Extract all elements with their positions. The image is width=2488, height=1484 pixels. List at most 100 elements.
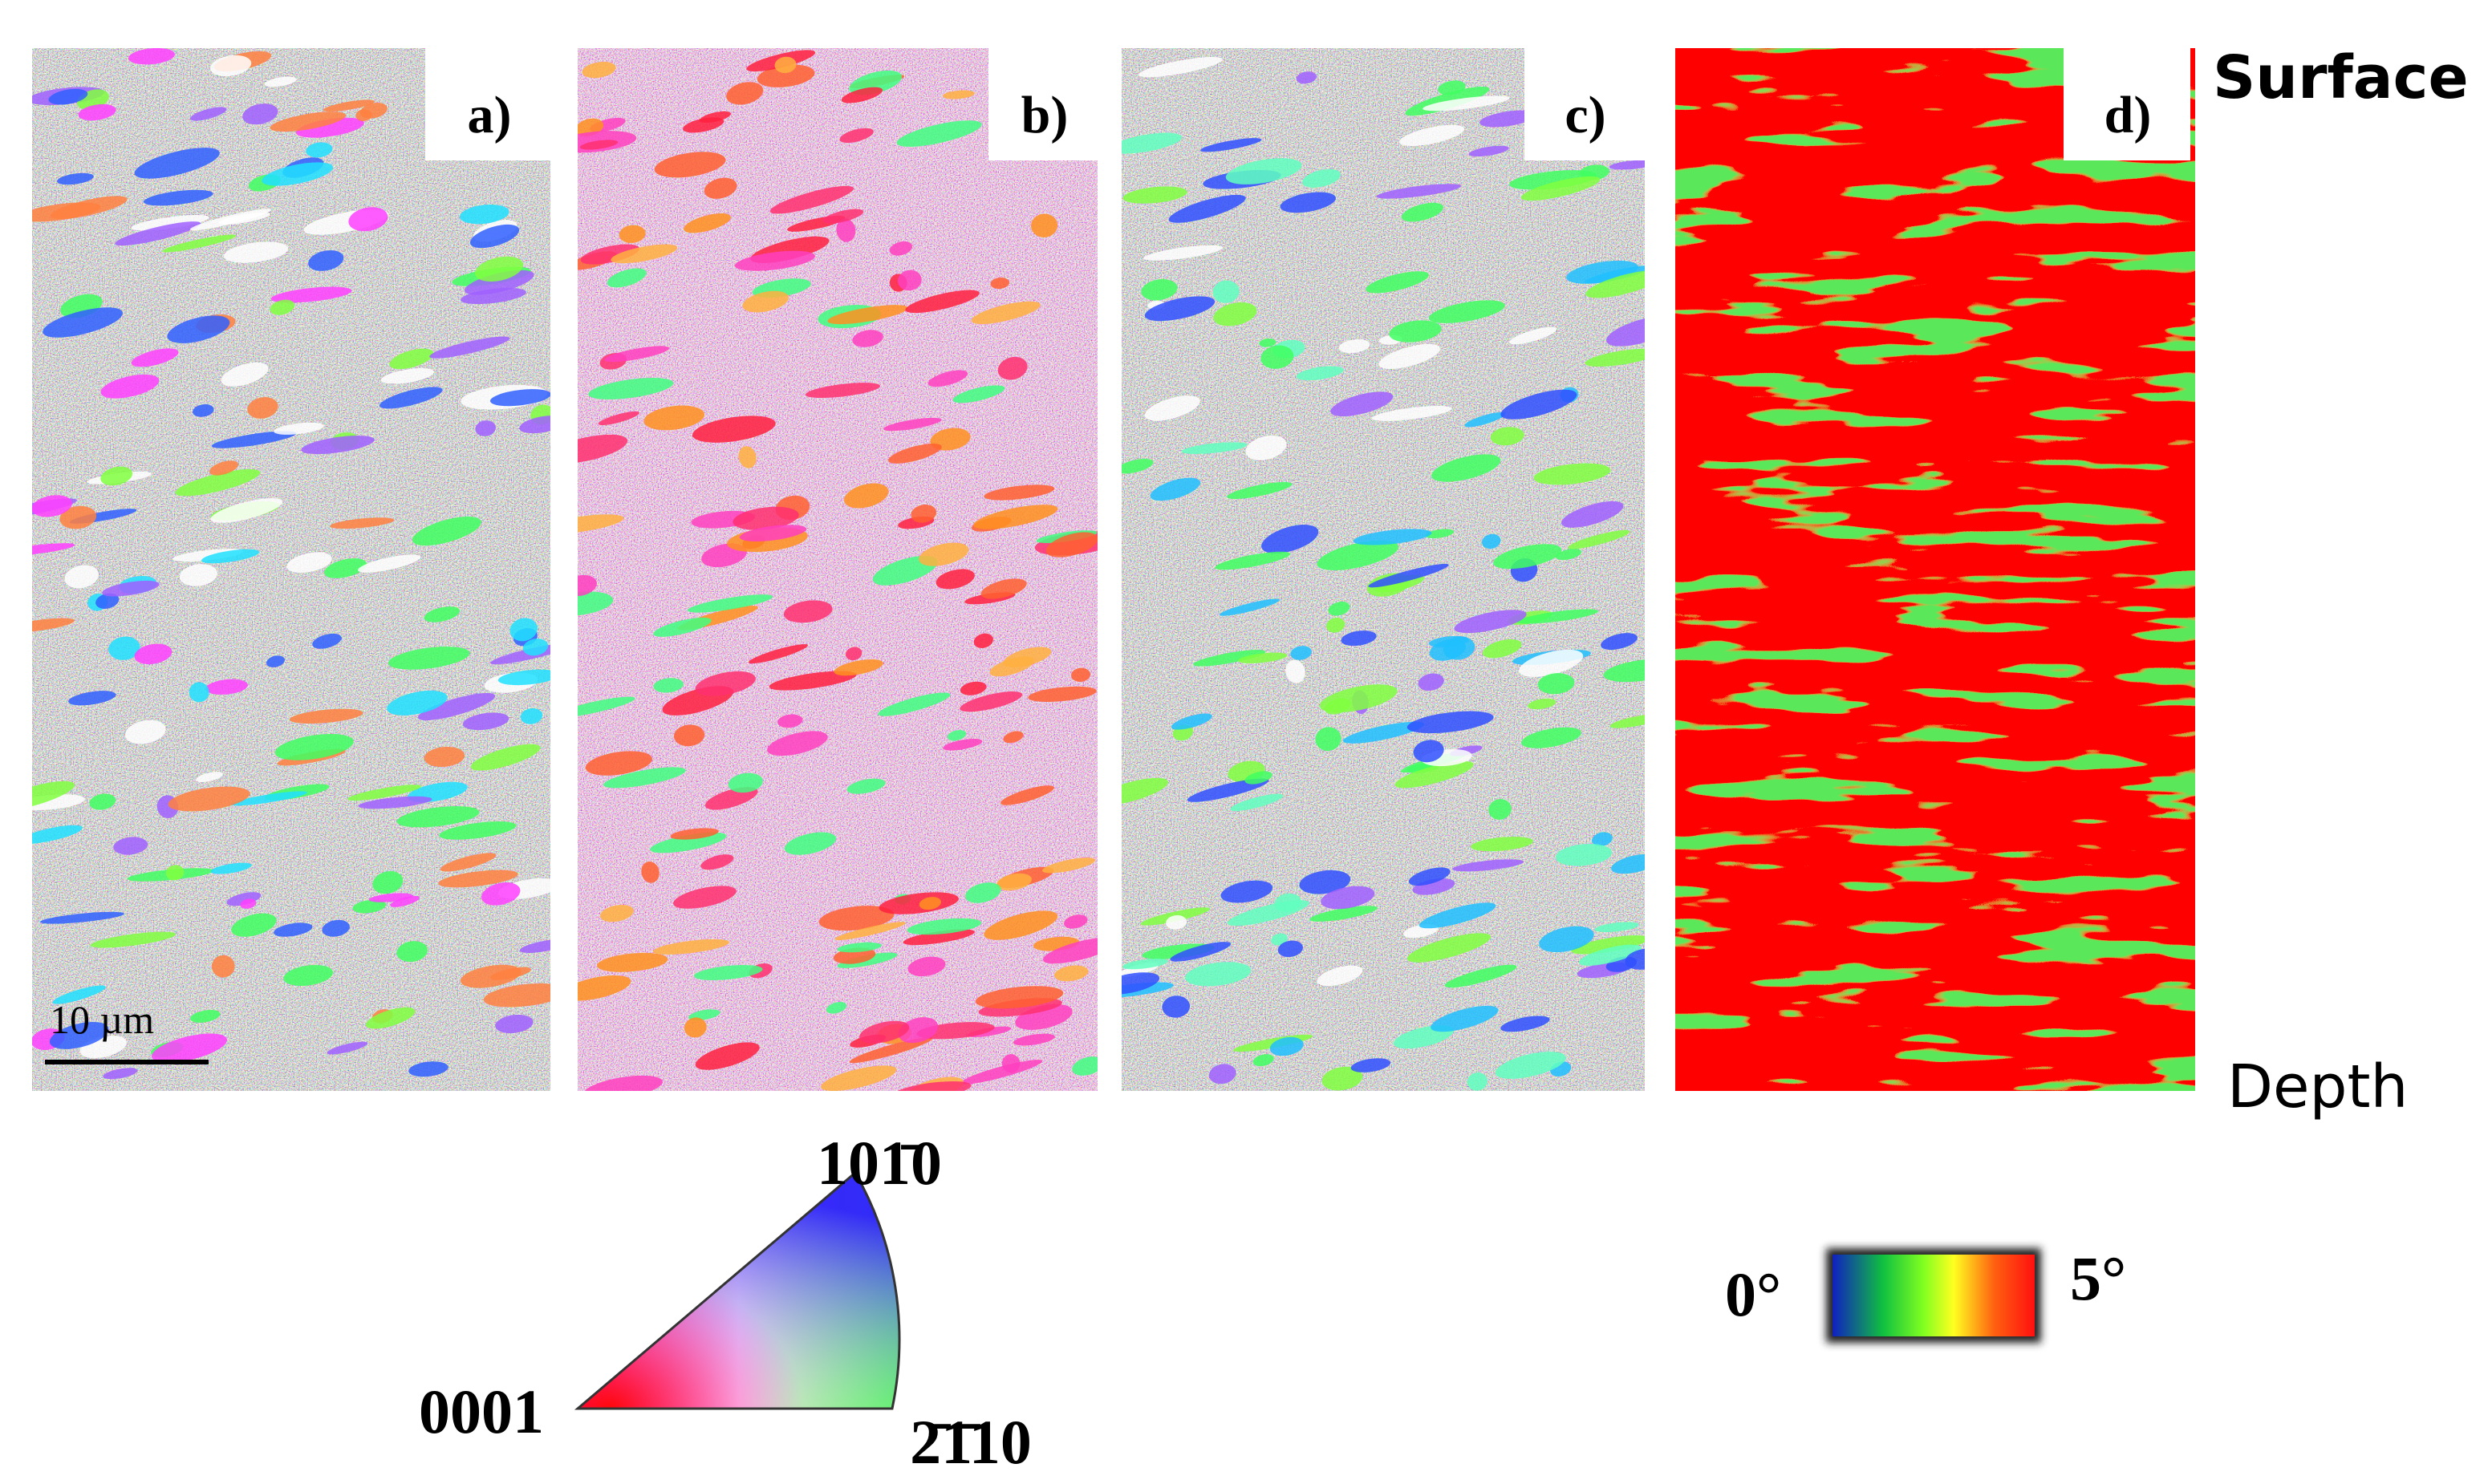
grain bbox=[738, 446, 757, 468]
grain bbox=[412, 517, 481, 546]
grain bbox=[996, 873, 1032, 891]
grain bbox=[1423, 95, 1510, 112]
grain bbox=[578, 514, 624, 534]
grain bbox=[193, 404, 214, 417]
grain bbox=[943, 738, 983, 751]
grain bbox=[372, 870, 404, 894]
grain-group bbox=[32, 48, 550, 1080]
surface-label: Surface bbox=[2213, 43, 2469, 112]
grain bbox=[322, 919, 350, 937]
grain bbox=[827, 305, 908, 325]
grain bbox=[684, 1017, 707, 1038]
grain bbox=[1220, 880, 1273, 903]
grain bbox=[175, 468, 261, 497]
scale-bar-label: 10 µm bbox=[50, 997, 154, 1042]
grain bbox=[1413, 740, 1444, 763]
grain bbox=[1141, 279, 1178, 301]
grain bbox=[1245, 435, 1287, 460]
grain bbox=[162, 234, 237, 253]
grain bbox=[879, 892, 959, 914]
grain bbox=[389, 348, 434, 370]
grain bbox=[971, 301, 1041, 324]
grain-group bbox=[578, 50, 1098, 1091]
grain bbox=[242, 103, 278, 125]
grain bbox=[1342, 721, 1425, 744]
grain bbox=[1579, 164, 1609, 180]
grain bbox=[1315, 727, 1341, 752]
grain bbox=[836, 218, 856, 242]
grain bbox=[379, 387, 443, 409]
grain bbox=[1138, 57, 1223, 78]
grain bbox=[818, 906, 895, 931]
grain bbox=[1072, 1056, 1098, 1076]
grain bbox=[1031, 213, 1058, 237]
grain bbox=[997, 356, 1028, 380]
grain bbox=[896, 120, 982, 147]
grain bbox=[308, 249, 344, 271]
grain bbox=[1378, 343, 1441, 370]
grain bbox=[143, 189, 213, 206]
grain bbox=[1269, 1036, 1304, 1056]
grain bbox=[210, 498, 283, 523]
grain bbox=[240, 898, 257, 909]
grain bbox=[475, 420, 496, 436]
grain bbox=[1208, 1064, 1236, 1085]
grain bbox=[274, 733, 354, 760]
grain bbox=[687, 594, 773, 613]
ipf-label: 101̄0 bbox=[817, 1128, 942, 1198]
grain bbox=[520, 708, 543, 724]
grain bbox=[1555, 549, 1582, 561]
grain bbox=[522, 639, 549, 656]
grain bbox=[898, 1017, 939, 1044]
grain bbox=[859, 1020, 910, 1044]
grain bbox=[43, 307, 123, 338]
grain bbox=[878, 692, 951, 716]
grain bbox=[888, 444, 942, 464]
grain bbox=[218, 212, 270, 225]
grain bbox=[1122, 972, 1160, 995]
grain bbox=[578, 696, 635, 718]
grain bbox=[1350, 1058, 1391, 1072]
grain bbox=[32, 495, 72, 517]
grain bbox=[368, 893, 413, 902]
grain bbox=[270, 286, 352, 303]
grain bbox=[1371, 406, 1452, 421]
grain bbox=[1330, 391, 1394, 417]
grain bbox=[1144, 395, 1200, 421]
grain bbox=[975, 986, 1064, 1009]
grain bbox=[1578, 944, 1642, 966]
grain bbox=[822, 209, 864, 224]
grain bbox=[611, 244, 678, 264]
panel-label: c) bbox=[1565, 86, 1605, 144]
grain bbox=[1215, 551, 1291, 570]
grain bbox=[1625, 948, 1645, 970]
grain bbox=[919, 542, 969, 566]
grain bbox=[846, 647, 862, 661]
grain bbox=[600, 904, 634, 922]
grain bbox=[603, 767, 686, 789]
grain bbox=[1168, 194, 1246, 223]
grain bbox=[733, 506, 799, 530]
grain bbox=[223, 241, 289, 263]
grain bbox=[1520, 176, 1601, 201]
grain bbox=[1519, 649, 1584, 677]
grain bbox=[52, 985, 106, 1004]
grain bbox=[48, 88, 88, 105]
grain bbox=[883, 417, 942, 432]
grain bbox=[643, 405, 705, 431]
grain bbox=[670, 828, 719, 840]
grain bbox=[1521, 727, 1581, 748]
grain bbox=[1394, 760, 1474, 789]
grain bbox=[980, 578, 1027, 599]
grains bbox=[32, 48, 1645, 1091]
grain bbox=[324, 558, 367, 578]
grain bbox=[650, 832, 727, 854]
grain bbox=[1481, 533, 1501, 549]
grain bbox=[1244, 771, 1272, 785]
grain bbox=[578, 434, 628, 464]
grain bbox=[1238, 652, 1288, 664]
grain bbox=[852, 330, 883, 347]
grain bbox=[108, 636, 140, 660]
grain bbox=[907, 956, 946, 977]
grain bbox=[1338, 339, 1370, 354]
